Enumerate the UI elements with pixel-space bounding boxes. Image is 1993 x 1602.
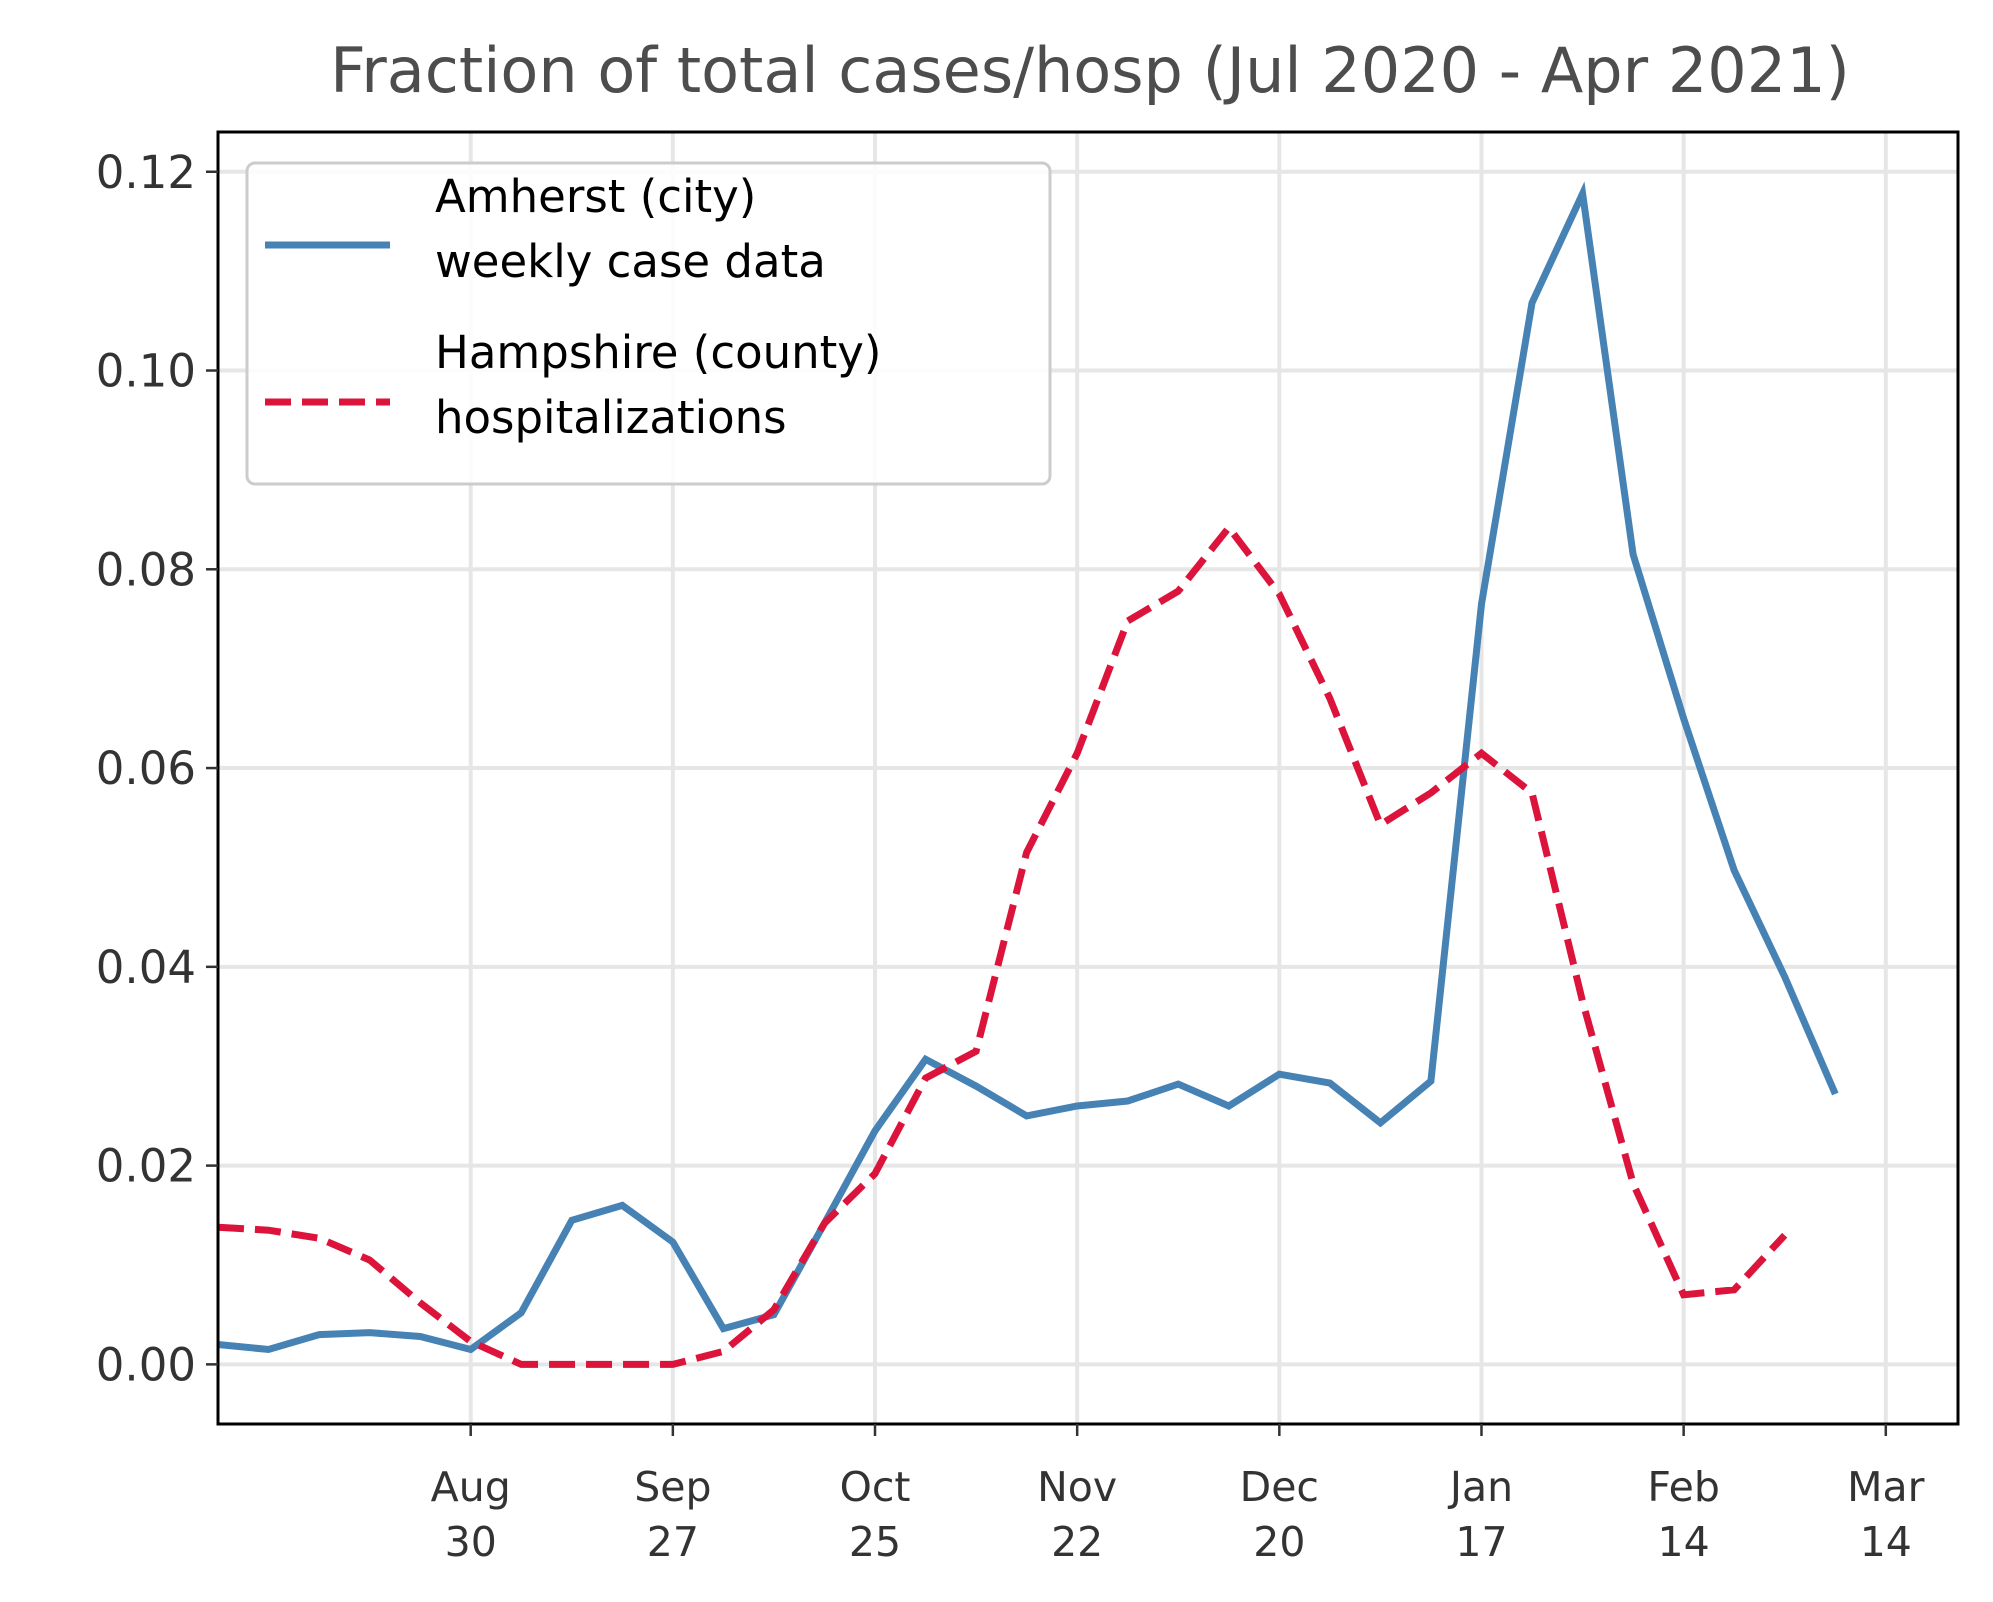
x-tick-label-month: Sep: [634, 1463, 711, 1511]
x-tick-label-day: 14: [1658, 1518, 1710, 1566]
x-tick-label-month: Feb: [1647, 1463, 1720, 1511]
y-tick-label: 0.10: [96, 345, 196, 398]
x-tick-label-day: 20: [1253, 1518, 1305, 1566]
x-tick-label-month: Nov: [1037, 1463, 1117, 1511]
x-tick-label-day: 17: [1455, 1518, 1507, 1566]
legend-label: Hampshire (county): [435, 326, 881, 379]
series-layer: [217, 181, 1839, 1368]
x-tick-label-month: Aug: [431, 1463, 511, 1511]
y-tick-label: 0.02: [96, 1140, 196, 1193]
x-tick-label-day: 25: [849, 1518, 901, 1566]
y-tick-label: 0.00: [96, 1338, 196, 1391]
legend: Amherst (city) weekly case data Hampshire …: [245, 161, 1052, 486]
chart-title: Fraction of total cases/hosp (Jul 2020 -…: [330, 34, 1850, 107]
legend-label: Amherst (city): [435, 170, 756, 223]
x-axis: Aug 30 Sep 27 Oct 25 Nov 22 Dec 20 Jan 17 Feb 14 Mar 14: [431, 1424, 1925, 1566]
legend-label: hospitalizations: [435, 391, 787, 444]
x-tick-label-month: Dec: [1240, 1463, 1319, 1511]
x-tick-label-month: Mar: [1847, 1463, 1924, 1511]
y-axis: 0.00 0.02 0.04 0.06 0.08 0.10 0.12: [96, 146, 218, 1391]
series-line-amherst: [217, 181, 1839, 1354]
series-line-hampshire: [217, 521, 1788, 1368]
y-tick-label: 0.04: [96, 941, 196, 994]
legend-label: weekly case data: [435, 235, 826, 288]
x-tick-label-day: 22: [1051, 1518, 1103, 1566]
x-tick-label-month: Oct: [840, 1463, 911, 1511]
x-tick-label-day: 30: [445, 1518, 497, 1566]
legend-box: [245, 161, 1052, 486]
y-tick-label: 0.06: [96, 742, 196, 795]
x-tick-label-day: 14: [1860, 1518, 1912, 1566]
x-tick-label-month: Jan: [1447, 1463, 1513, 1511]
plot-frame: [216, 130, 1960, 1426]
y-tick-label: 0.12: [96, 146, 196, 199]
x-tick-label-day: 27: [647, 1518, 699, 1566]
y-tick-label: 0.08: [96, 543, 196, 596]
